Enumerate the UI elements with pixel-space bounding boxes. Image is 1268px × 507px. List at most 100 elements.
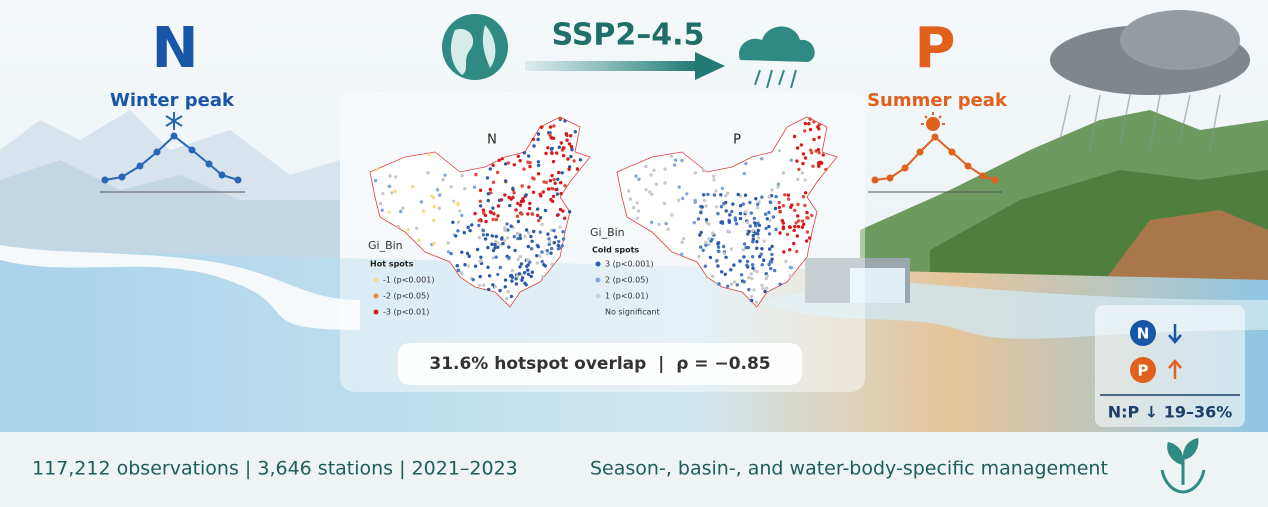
station-dot bbox=[563, 184, 567, 188]
station-dot bbox=[680, 240, 684, 245]
station-dot bbox=[704, 243, 708, 247]
station-dot bbox=[717, 282, 721, 286]
station-dot bbox=[712, 193, 717, 197]
station-dot bbox=[817, 151, 821, 155]
footer bbox=[0, 432, 1268, 507]
station-dot bbox=[536, 207, 540, 211]
station-dot bbox=[477, 223, 481, 228]
station-dot bbox=[547, 242, 551, 247]
station-dot bbox=[788, 274, 793, 278]
station-dot bbox=[801, 195, 806, 199]
station-dot bbox=[795, 159, 799, 163]
station-dot bbox=[803, 129, 807, 133]
station-dot bbox=[510, 268, 515, 273]
station-dot bbox=[628, 197, 633, 201]
station-dot bbox=[769, 260, 774, 264]
station-dot bbox=[778, 231, 782, 235]
station-dot bbox=[488, 167, 492, 171]
station-dot bbox=[527, 206, 532, 211]
station-dot bbox=[481, 208, 486, 212]
station-dot bbox=[719, 193, 723, 197]
station-dot bbox=[811, 164, 815, 168]
station-dot bbox=[417, 238, 421, 243]
station-dot bbox=[468, 228, 472, 233]
station-dot bbox=[716, 249, 721, 253]
station-dot bbox=[563, 216, 567, 220]
station-dot bbox=[569, 144, 574, 149]
station-dot bbox=[456, 202, 460, 207]
station-dot bbox=[510, 275, 515, 279]
station-dot bbox=[552, 124, 556, 128]
station-dot bbox=[536, 213, 540, 218]
station-dot bbox=[460, 173, 464, 178]
station-dot bbox=[788, 225, 792, 229]
station-dot bbox=[824, 167, 828, 172]
station-dot bbox=[742, 255, 746, 259]
n-badge-label: N bbox=[1137, 325, 1150, 343]
station-dot bbox=[557, 170, 561, 175]
station-dot bbox=[426, 171, 430, 175]
station-dot bbox=[738, 259, 742, 263]
station-dot bbox=[742, 171, 746, 176]
station-dot bbox=[736, 192, 740, 197]
station-dot bbox=[714, 189, 718, 193]
station-dot bbox=[472, 185, 477, 189]
station-dot bbox=[481, 228, 485, 232]
station-dot bbox=[460, 213, 464, 218]
station-dot bbox=[760, 157, 764, 161]
station-dot bbox=[781, 171, 786, 175]
station-dot bbox=[808, 117, 812, 121]
station-dot bbox=[812, 120, 816, 124]
station-dot bbox=[498, 288, 502, 293]
station-dot bbox=[796, 214, 800, 218]
station-dot bbox=[710, 231, 715, 235]
station-dot bbox=[446, 250, 451, 254]
station-dot bbox=[755, 246, 759, 250]
station-dot bbox=[728, 213, 732, 217]
station-dot bbox=[807, 122, 811, 126]
station-dot bbox=[755, 240, 759, 244]
station-dot bbox=[565, 138, 569, 142]
station-dot bbox=[663, 167, 667, 171]
station-dot bbox=[490, 234, 494, 238]
station-dot bbox=[497, 198, 502, 202]
station-dot bbox=[460, 271, 464, 276]
station-dot bbox=[701, 169, 705, 173]
station-dot bbox=[788, 248, 792, 252]
station-dot bbox=[555, 151, 559, 155]
station-dot bbox=[516, 201, 520, 206]
station-dot bbox=[716, 245, 721, 249]
station-dot bbox=[765, 286, 769, 290]
hot-legend: Gi_Bin Hot spots -1 (p<0.001) -2 (p<0.05)… bbox=[368, 239, 434, 317]
station-dot bbox=[762, 258, 766, 262]
station-dot bbox=[527, 185, 531, 189]
station-dot bbox=[777, 200, 781, 205]
station-dot bbox=[545, 252, 550, 256]
station-dot bbox=[559, 141, 563, 145]
station-dot bbox=[502, 238, 507, 243]
station-dot bbox=[634, 174, 638, 178]
station-dot bbox=[560, 244, 564, 248]
down-arrow bbox=[1168, 324, 1182, 344]
station-dot bbox=[491, 248, 496, 253]
station-dot bbox=[518, 254, 522, 259]
station-dot bbox=[520, 212, 524, 216]
station-dot bbox=[449, 251, 453, 256]
station-dot bbox=[770, 244, 774, 249]
station-dot bbox=[698, 233, 702, 237]
plant-hands-icon bbox=[1160, 438, 1206, 494]
station-dot bbox=[800, 225, 805, 229]
station-dot bbox=[725, 229, 730, 234]
station-dot bbox=[540, 250, 544, 254]
station-dot bbox=[756, 232, 760, 236]
station-dot bbox=[556, 247, 561, 251]
station-dot bbox=[553, 181, 557, 185]
station-dot bbox=[538, 216, 543, 220]
station-dot bbox=[769, 266, 773, 271]
station-dot bbox=[716, 241, 720, 245]
legend-item: 3 (p<0.001) bbox=[605, 260, 654, 269]
station-dot bbox=[720, 270, 724, 274]
station-dot bbox=[437, 206, 441, 210]
station-dot bbox=[554, 187, 558, 192]
station-dot bbox=[443, 173, 447, 177]
